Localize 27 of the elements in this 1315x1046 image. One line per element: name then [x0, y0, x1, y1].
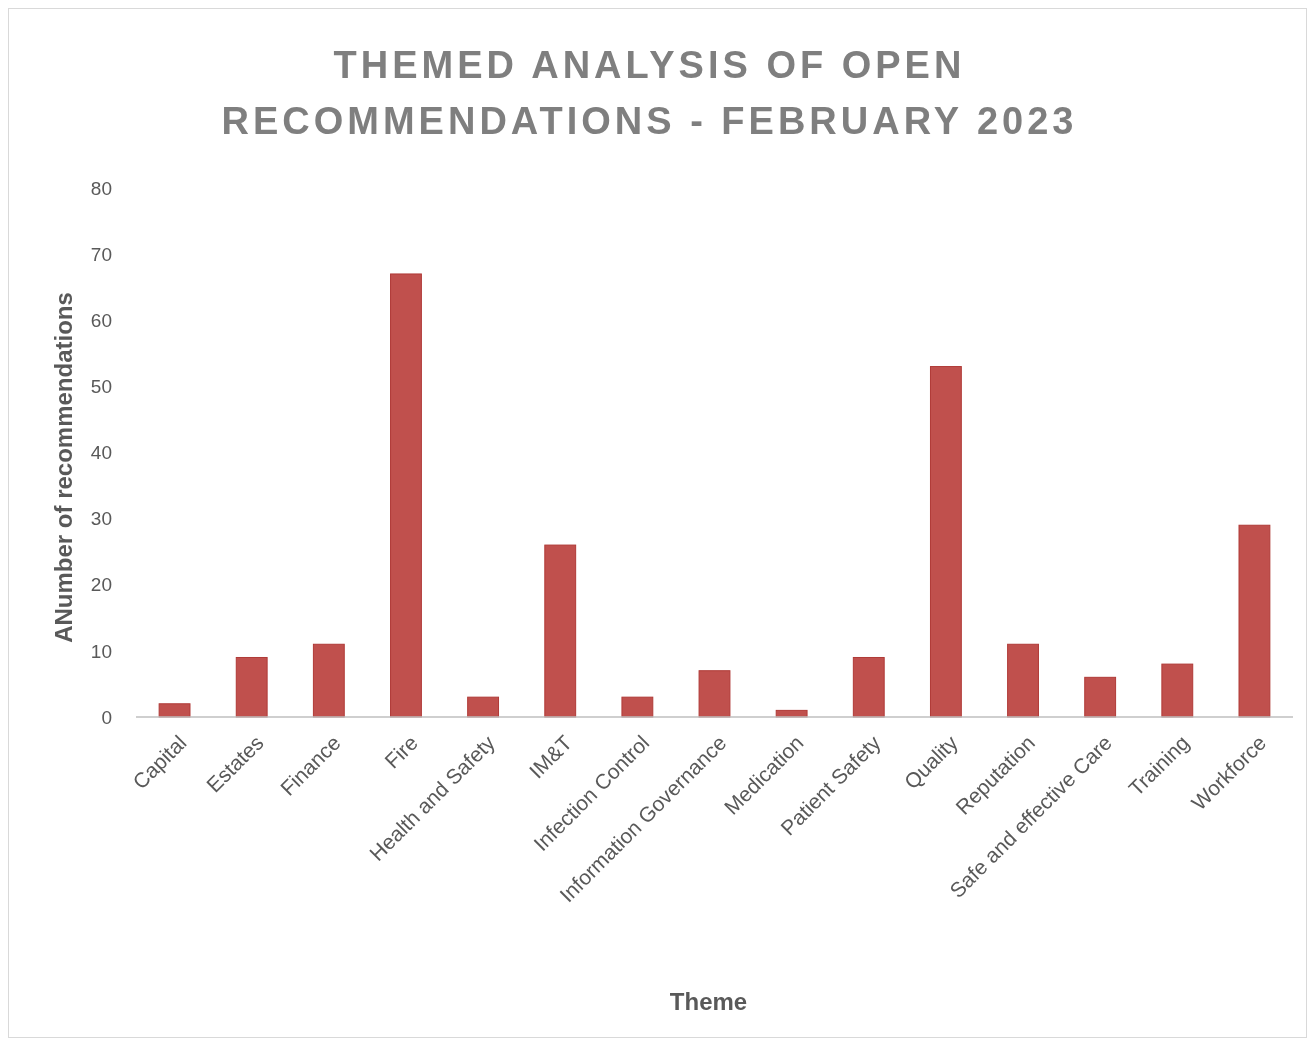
bar [621, 696, 654, 718]
bar [312, 643, 345, 718]
y-tick-label: 10 [90, 640, 112, 662]
bar [1161, 663, 1194, 718]
y-axis-title: ANumber of recommendations [50, 292, 77, 643]
y-tick-label: 80 [90, 177, 112, 199]
y-tick-label: 20 [90, 574, 112, 596]
y-tick-label: 60 [90, 309, 112, 331]
y-tick-label: 0 [101, 706, 112, 728]
x-tick-label: Fire [380, 730, 422, 773]
bar [698, 670, 731, 718]
bar [158, 703, 191, 718]
bar [1238, 524, 1271, 718]
bar [235, 656, 268, 718]
bar [467, 696, 500, 718]
y-tick-label: 70 [90, 243, 112, 265]
y-tick-label: 40 [90, 442, 112, 464]
x-axis-title: Theme [669, 988, 748, 1015]
y-tick-label: 50 [90, 376, 112, 398]
bar [929, 366, 962, 718]
y-tick-label: 30 [90, 508, 112, 530]
bar [852, 656, 885, 718]
bar [1084, 676, 1117, 718]
bar [544, 544, 577, 718]
bar [390, 273, 422, 718]
bar [1007, 643, 1039, 718]
chart-title: THEMED ANALYSIS OF OPEN RECOMMENDATIONS - FEBRUARY 2023 [221, 44, 1078, 142]
